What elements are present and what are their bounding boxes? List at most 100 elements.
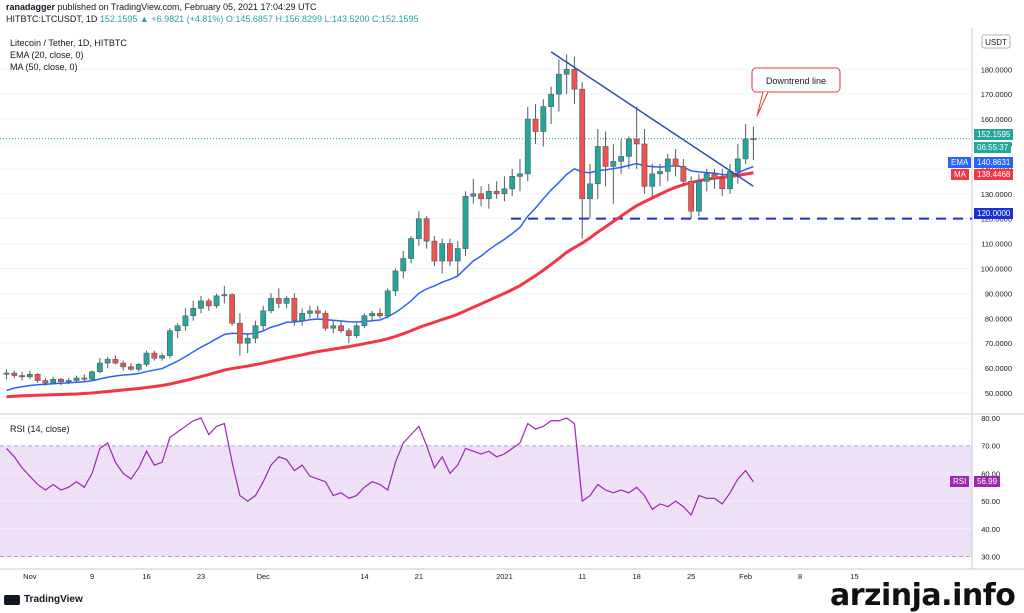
watermark: arzinja.info (830, 578, 1016, 613)
candle-body-up (742, 138, 749, 160)
time-tick-label: 9 (90, 572, 94, 581)
candle-body-down (42, 380, 49, 384)
candle-body-up (299, 312, 306, 322)
candle (664, 153, 671, 182)
time-tick-label: 21 (415, 572, 423, 581)
tradingview-logo[interactable]: TradingView (4, 594, 83, 605)
candle (688, 176, 695, 219)
currency-badge[interactable]: USDT (981, 34, 1011, 49)
candle-body-up (734, 158, 741, 172)
candle (711, 168, 718, 189)
rsi-tick-label: 60.00 (981, 469, 1000, 478)
rsi-value-tag: 56.99 (974, 476, 1001, 487)
candle (719, 168, 726, 197)
candle-body-up (26, 373, 33, 378)
candle-body-up (190, 308, 197, 317)
time-tick-label: 18 (633, 572, 641, 581)
candle (649, 163, 656, 199)
candle-body-up (610, 161, 617, 167)
candle-body-down (672, 158, 679, 167)
candle-body-up (283, 298, 290, 304)
legend-rsi[interactable]: RSI (14, close) (10, 424, 70, 434)
candle (633, 106, 640, 169)
candle-body-up (408, 238, 414, 259)
support-value-tag: 120.0000 (974, 208, 1014, 219)
price-tick-label: 80.0000 (985, 314, 1012, 323)
rsi-tick-label: 70.00 (981, 442, 1000, 451)
candle-body-up (696, 181, 702, 212)
candle-body-up (509, 176, 516, 190)
rsi-scale[interactable]: 30.00 40.00 50.00 60.00 70.00 80.00 (981, 414, 1000, 562)
candle (314, 305, 321, 319)
price-tick-label: 160.0000 (981, 115, 1012, 124)
candle (174, 323, 181, 339)
candle (532, 104, 539, 144)
candle-body-down (34, 373, 41, 381)
legend-ema[interactable]: EMA (20, close, 0) (10, 50, 84, 60)
candle (641, 129, 648, 194)
candle (73, 375, 80, 384)
time-tick-label: Feb (739, 572, 752, 581)
chart-canvas[interactable]: 50.0000 60.0000 70.0000 80.0000 90.0000 100.0… (0, 28, 1024, 590)
price-tick-label: 70.0000 (985, 339, 1012, 348)
time-scale[interactable]: Nov 9 16 23 Dec 14 21 2021 11 18 25 Feb 8 15 (23, 572, 859, 581)
legend-ma[interactable]: MA (50, close, 0) (10, 62, 78, 72)
candle (548, 86, 554, 125)
candle (618, 138, 625, 174)
candle (478, 186, 484, 207)
candle (128, 363, 134, 371)
price-tick-label: 100.0000 (981, 264, 1012, 273)
candle-body-up (563, 68, 570, 75)
candle (104, 356, 111, 369)
candle (384, 288, 391, 319)
time-tick-label: 2021 (496, 572, 513, 581)
candle (120, 360, 127, 371)
candle (361, 313, 368, 329)
candle-body-down (431, 240, 438, 262)
candle (89, 370, 95, 381)
ma-value-tag: 138.4468 (974, 169, 1014, 180)
candle-body-down (719, 178, 726, 190)
candle (594, 129, 601, 199)
candle (237, 313, 243, 356)
candle (65, 378, 72, 385)
candle (657, 163, 663, 187)
candle-body-down (81, 377, 88, 380)
candle-body-up (703, 173, 710, 182)
candle-body-up (174, 325, 181, 332)
candle (260, 305, 267, 331)
candle-body-up (625, 138, 632, 157)
candle (34, 373, 41, 384)
legend-title: Litecoin / Tether, 1D, HITBTC (10, 38, 127, 48)
price-scale[interactable]: 50.0000 60.0000 70.0000 80.0000 90.0000 100.0… (981, 65, 1012, 398)
price-tick-label: 130.0000 (981, 190, 1012, 199)
candle-body-up (594, 146, 601, 185)
symbol-label: HITBTC:LTCUSDT, 1D (6, 14, 98, 24)
candle (540, 99, 547, 147)
candle (268, 293, 274, 314)
candle-body-up (268, 298, 274, 312)
candle (517, 158, 523, 192)
candle (462, 191, 469, 257)
candle-body-up (89, 371, 95, 380)
downtrend-line[interactable] (550, 51, 754, 187)
footer-bar (0, 590, 1024, 610)
candle-body-up (439, 243, 446, 262)
currency-text: USDT (985, 38, 1007, 47)
candle-body-down (680, 166, 687, 182)
published-text: published on TradingView.com, February 0… (57, 2, 317, 12)
candle-body-up (182, 315, 189, 327)
candle (213, 293, 220, 309)
candle-body-up (524, 118, 531, 175)
candle-body-up (540, 106, 547, 132)
downtrend-callout[interactable]: Downtrend line (751, 67, 841, 117)
candle (454, 241, 461, 276)
candle-body-up (727, 171, 733, 190)
candle-body-up (548, 93, 554, 107)
candle (275, 288, 282, 309)
candle-body-up (96, 362, 103, 373)
candle (159, 353, 165, 361)
candle (408, 236, 414, 264)
price-tick-label: 60.0000 (985, 364, 1012, 373)
candle-body-up (50, 378, 57, 384)
